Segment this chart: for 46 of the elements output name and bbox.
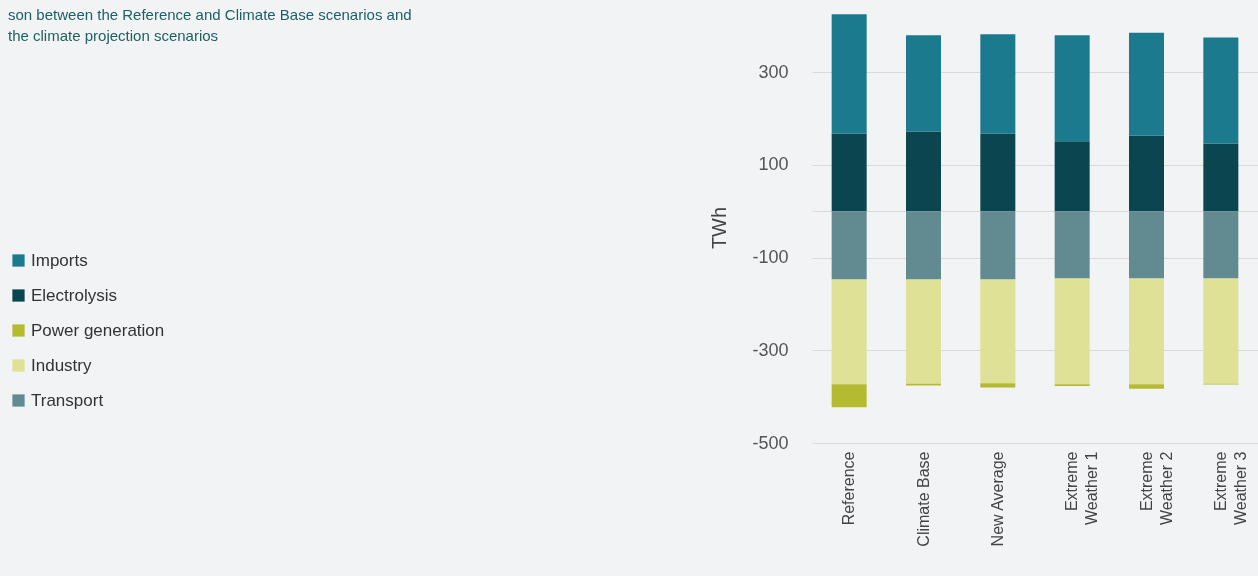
- bar: [1054, 211, 1090, 279]
- y-tick-label: 300: [758, 61, 789, 82]
- bar: [906, 35, 941, 132]
- x-tick-label: New Average: [988, 451, 1006, 547]
- bar: [1129, 384, 1164, 389]
- bar: [1054, 141, 1090, 212]
- bar: [1203, 37, 1239, 144]
- bar: [1129, 32, 1164, 136]
- bar: [980, 383, 1016, 388]
- legend-label: Imports: [31, 250, 88, 270]
- bar: [831, 133, 867, 212]
- bar: [1054, 35, 1090, 142]
- bar: [1054, 278, 1090, 385]
- y-tick-label: 100: [758, 154, 789, 175]
- x-tick-label: Extreme Weather 3: [1211, 451, 1249, 526]
- x-tick-label: Extreme Weather 2: [1137, 451, 1175, 526]
- bar: [1203, 278, 1239, 384]
- bar: [980, 279, 1016, 384]
- legend-label: Industry: [31, 355, 92, 375]
- bar: [831, 384, 867, 408]
- bar: [980, 211, 1016, 280]
- bar: [1203, 143, 1239, 212]
- text: the climate projection scenarios: [8, 27, 219, 44]
- bar: [906, 131, 941, 212]
- bar: [1129, 135, 1164, 212]
- text: son between the Reference and Climate Base scenarios and: [8, 6, 412, 23]
- bar: [831, 14, 867, 134]
- bar: [980, 34, 1016, 134]
- bar: [1129, 278, 1164, 385]
- bar: [831, 211, 867, 280]
- bar: [831, 279, 867, 385]
- x-tick-label: Climate Base: [914, 451, 932, 547]
- y-tick-label: -500: [752, 432, 789, 453]
- bar: [1129, 211, 1164, 279]
- bar: [1203, 211, 1239, 279]
- y-tick-label: -300: [752, 339, 789, 360]
- y-axis-title: TWh: [708, 206, 731, 250]
- y-tick-label: -100: [752, 247, 789, 268]
- x-tick-label: Reference: [840, 451, 858, 526]
- bar: [980, 133, 1016, 212]
- legend-label: Power generation: [31, 320, 165, 340]
- legend-label: Electrolysis: [31, 285, 117, 305]
- x-tick-label: Extreme Weather 1: [1063, 451, 1101, 526]
- bar: [906, 279, 941, 384]
- bar: [906, 211, 941, 280]
- legend-label: Transport: [31, 390, 104, 410]
